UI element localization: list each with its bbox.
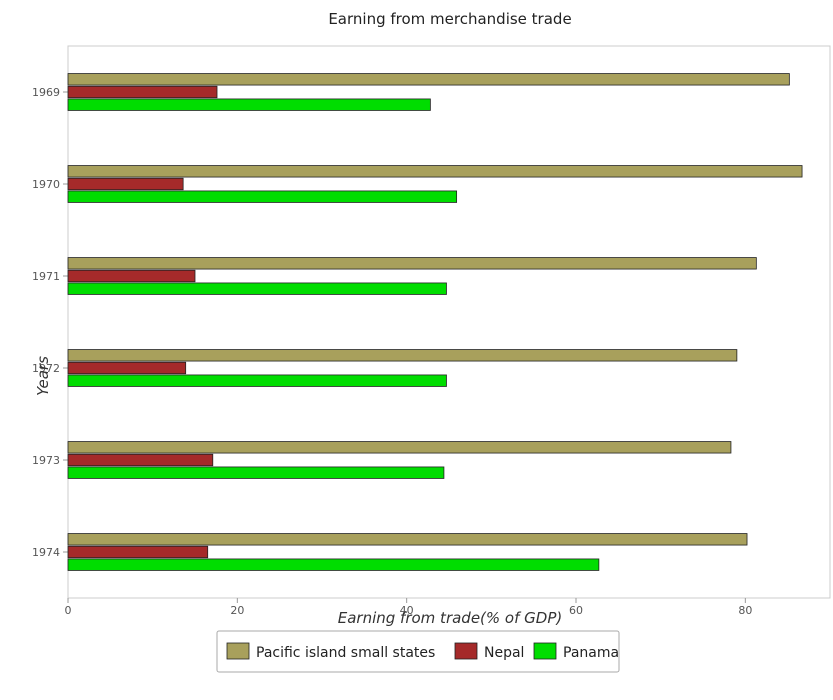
x-axis-title: Earning from trade(% of GDP) xyxy=(338,609,562,627)
bar xyxy=(67,361,187,375)
y-axis-title: Years xyxy=(34,356,52,396)
legend-swatch xyxy=(226,642,250,660)
bar xyxy=(67,190,458,203)
y-tick-label: 1973 xyxy=(32,454,60,467)
bar xyxy=(67,177,184,191)
x-tick-label: 20 xyxy=(230,604,244,617)
legend-swatch xyxy=(454,642,478,660)
bar xyxy=(67,98,431,111)
bar xyxy=(67,282,447,295)
legend-label: Nepal xyxy=(484,645,524,661)
chart-title: Earning from merchandise trade xyxy=(328,10,571,28)
bar xyxy=(67,545,209,559)
bar xyxy=(67,85,218,99)
bar xyxy=(67,374,447,387)
bar xyxy=(67,533,748,546)
bar xyxy=(67,165,803,178)
legend-label: Panama xyxy=(563,645,619,661)
bar xyxy=(67,453,214,467)
bar xyxy=(67,257,757,270)
legend-label: Pacific island small states xyxy=(256,645,435,661)
bar xyxy=(67,558,600,571)
y-tick-label: 1974 xyxy=(32,546,60,559)
x-tick-label: 0 xyxy=(65,604,72,617)
x-tick-label: 60 xyxy=(569,604,583,617)
bar xyxy=(67,441,732,454)
legend-swatch xyxy=(533,642,557,660)
plot-frame xyxy=(67,45,831,599)
y-tick-label: 1972 xyxy=(32,362,60,375)
legend: Pacific island small states Nepal Panama xyxy=(216,630,620,673)
y-tick-label: 1971 xyxy=(32,270,60,283)
y-tick-label: 1970 xyxy=(32,178,60,191)
bar xyxy=(67,269,196,283)
x-tick-label: 80 xyxy=(738,604,752,617)
bar xyxy=(67,466,445,479)
x-tick-label: 40 xyxy=(400,604,414,617)
bar xyxy=(67,73,790,86)
y-tick-label: 1969 xyxy=(32,86,60,99)
bar xyxy=(67,349,738,362)
legend-box xyxy=(216,630,620,673)
plot-area: 0 20 40 60 80 1969 1970 1971 1972 1973 1974 xyxy=(32,45,831,617)
